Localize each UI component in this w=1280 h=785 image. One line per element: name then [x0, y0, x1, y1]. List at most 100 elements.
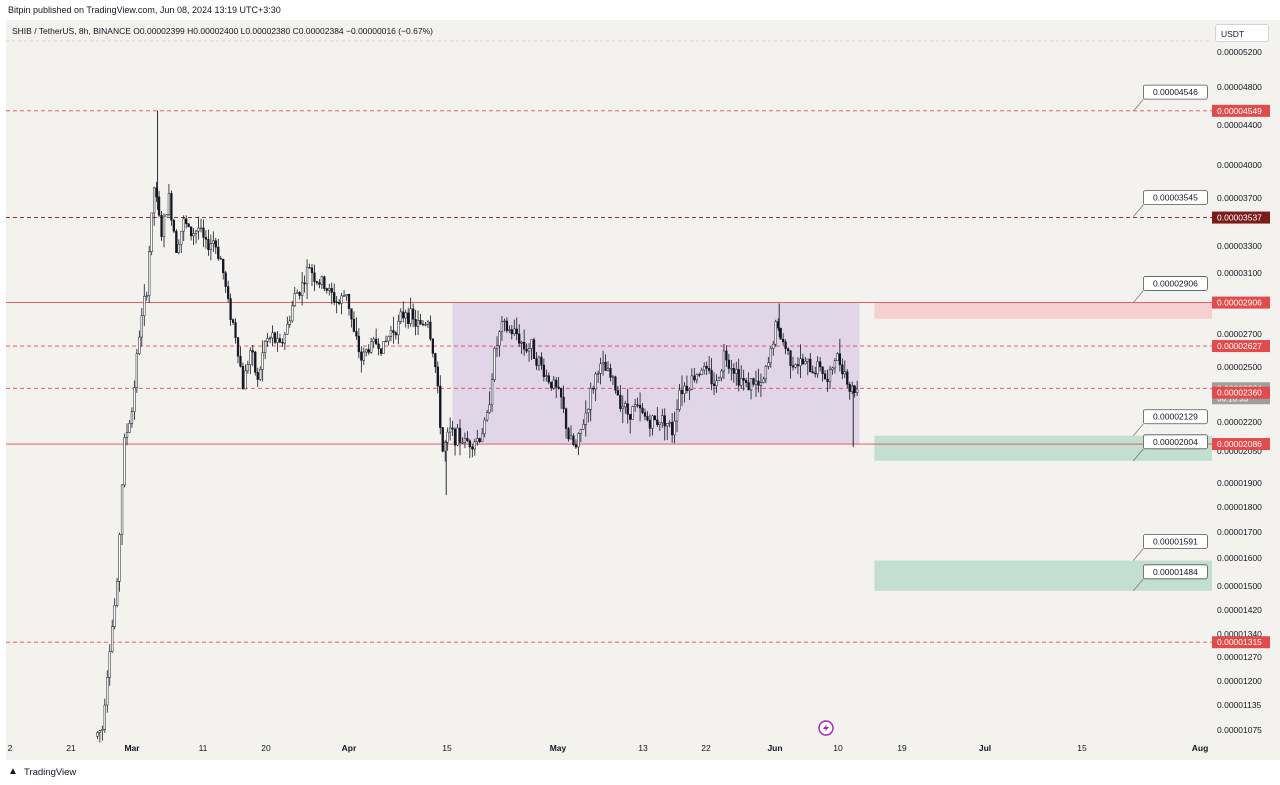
candle — [547, 372, 550, 385]
candle — [384, 335, 388, 343]
price-tick-label: 0.00003700 — [1217, 193, 1262, 203]
bar-countdown: 06:10:33 — [1217, 394, 1249, 403]
candle — [779, 327, 782, 340]
candle — [855, 380, 859, 396]
price-tick-label: 0.00002700 — [1217, 329, 1262, 339]
candle — [515, 317, 518, 341]
candle — [508, 325, 511, 333]
candle — [520, 340, 523, 354]
candle — [836, 352, 839, 362]
symbol-legend: SHIB / TetherUS, 8h, BINANCE O0.00002399… — [12, 26, 433, 36]
candle — [678, 384, 681, 412]
candle — [276, 331, 279, 352]
currency-label: USDT — [1221, 29, 1245, 39]
candle — [772, 340, 775, 356]
candle — [325, 287, 328, 294]
candle — [246, 360, 250, 374]
candle — [503, 318, 506, 332]
time-axis[interactable]: 2 21 Mar 11 20 Apr 15 May 13 22 Jun 10 19 Jul 15 Aug — [8, 743, 1209, 753]
candle — [730, 359, 733, 381]
candle — [150, 212, 153, 256]
price-callout[interactable]: 0.00002129 — [1133, 409, 1208, 436]
lightning-icon[interactable] — [818, 720, 834, 736]
candle — [278, 333, 282, 344]
candle — [611, 374, 615, 385]
candle — [207, 229, 210, 256]
price-tick-label: 0.00001500 — [1217, 581, 1262, 591]
candle — [352, 311, 356, 333]
callout-label: 0.00004546 — [1153, 87, 1198, 97]
candle — [495, 336, 499, 358]
candle — [505, 317, 509, 333]
level-price-tag: 0.00004549 — [1212, 104, 1270, 117]
time-tick-label: 10 — [833, 743, 843, 753]
candle — [485, 409, 489, 422]
candle — [328, 283, 331, 296]
candle — [152, 186, 156, 226]
candle — [596, 370, 600, 384]
candle — [217, 239, 220, 261]
candle — [167, 184, 171, 217]
currency-selector[interactable]: USDT — [1215, 24, 1269, 42]
candle — [212, 231, 215, 252]
candle — [96, 731, 99, 740]
candle — [118, 532, 121, 592]
candle — [673, 411, 676, 444]
price-axis[interactable]: 0.00005200 0.00004800 0.00004400 0.00004000… — [1217, 47, 1262, 735]
candle — [757, 368, 760, 393]
candle — [843, 360, 846, 379]
candle — [564, 407, 568, 439]
time-tick-label: 21 — [66, 743, 76, 753]
candle — [838, 338, 842, 372]
price-tags: 0.00004549 0.00003537 0.00002906 0.00002627… — [1212, 104, 1270, 649]
price-tick-label: 0.00001200 — [1217, 676, 1262, 686]
candle — [725, 345, 728, 367]
candle — [530, 339, 533, 360]
candle — [214, 237, 217, 255]
candle — [769, 346, 772, 368]
candle — [419, 313, 422, 325]
candle — [392, 316, 395, 344]
price-callout[interactable]: 0.00002004 — [1133, 434, 1208, 462]
candle — [631, 405, 634, 420]
candle — [648, 414, 652, 437]
price-callout[interactable]: 0.00001484 — [1133, 564, 1208, 592]
candle — [614, 375, 617, 394]
candle — [666, 423, 669, 440]
candle — [111, 619, 114, 654]
candle — [411, 303, 415, 328]
candle — [350, 308, 353, 328]
candle — [180, 230, 183, 253]
time-tick-label: Jun — [767, 743, 782, 753]
candle — [764, 364, 768, 384]
candle — [323, 275, 326, 292]
candle — [365, 348, 368, 357]
candle — [231, 318, 235, 326]
level-price-tag: 0.00003537 — [1212, 211, 1270, 224]
candle — [749, 377, 753, 400]
price-callout[interactable]: 0.00004546 — [1133, 84, 1208, 112]
candle — [483, 417, 486, 438]
candle — [113, 598, 116, 630]
candle — [202, 219, 205, 248]
candle — [811, 365, 814, 374]
candle — [737, 358, 740, 392]
candle — [732, 363, 735, 383]
candle — [624, 400, 627, 414]
price-callout[interactable]: 0.00001591 — [1133, 534, 1208, 561]
candle — [498, 330, 501, 357]
callout-label: 0.00002004 — [1153, 437, 1198, 447]
candle — [569, 425, 573, 440]
price-callout[interactable]: 0.00002906 — [1133, 276, 1208, 303]
price-callout[interactable]: 0.00003545 — [1133, 190, 1208, 217]
candle — [510, 324, 513, 340]
candle — [345, 293, 348, 301]
candle — [804, 356, 807, 365]
candle — [587, 408, 590, 423]
candle — [579, 428, 583, 443]
candle — [562, 385, 565, 414]
price-tick-label: 0.00003300 — [1217, 241, 1262, 251]
candle — [814, 366, 817, 378]
candle — [466, 431, 469, 442]
